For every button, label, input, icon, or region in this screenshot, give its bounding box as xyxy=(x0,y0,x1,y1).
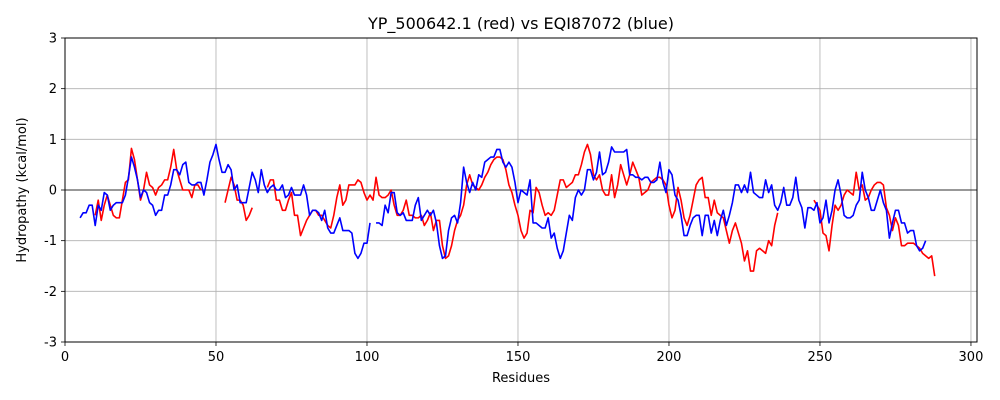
x-tick-label: 50 xyxy=(208,350,225,365)
x-axis-ticks: 0 50 100 150 200 250 300 xyxy=(61,342,984,365)
x-axis-label: Residues xyxy=(492,371,550,386)
y-axis-ticks: -3 -2 -1 0 1 2 3 xyxy=(44,32,65,351)
series-lines xyxy=(79,143,936,277)
series-red-line xyxy=(224,176,253,222)
x-tick-label: 200 xyxy=(657,350,682,365)
x-tick-label: 300 xyxy=(959,350,984,365)
series-blue-line xyxy=(79,143,371,260)
y-tick-label: 2 xyxy=(49,82,57,97)
chart-title: YP_500642.1 (red) vs EQI87072 (blue) xyxy=(367,14,674,34)
series-red-line xyxy=(94,147,202,222)
x-tick-label: 150 xyxy=(506,350,531,365)
y-tick-label: -1 xyxy=(44,234,57,249)
y-tick-label: 1 xyxy=(49,133,57,148)
y-tick-label: -3 xyxy=(44,336,57,351)
series-red-line xyxy=(813,171,936,277)
x-tick-label: 0 xyxy=(61,350,69,365)
y-tick-label: 3 xyxy=(49,32,57,47)
series-red-line xyxy=(266,143,779,272)
y-axis-label: Hydropathy (kcal/mol) xyxy=(15,117,30,262)
x-tick-label: 250 xyxy=(808,350,833,365)
y-tick-label: 0 xyxy=(49,184,57,199)
x-tick-label: 100 xyxy=(355,350,380,365)
series-blue-line xyxy=(376,146,927,260)
y-tick-label: -2 xyxy=(44,285,57,300)
